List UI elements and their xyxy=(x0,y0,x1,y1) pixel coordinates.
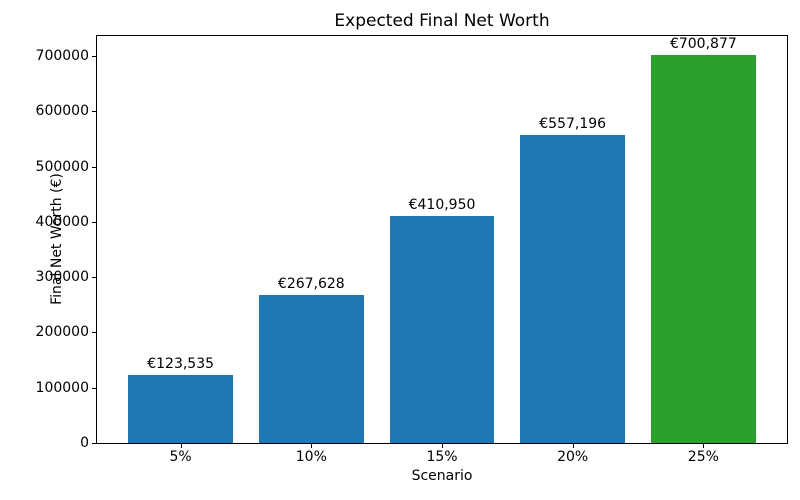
bar xyxy=(520,134,625,443)
x-tick-label: 10% xyxy=(295,449,327,465)
y-tick-mark xyxy=(92,55,96,57)
bar-value-label: €410,950 xyxy=(408,196,476,213)
y-tick-mark xyxy=(92,443,96,444)
y-tick-mark xyxy=(92,387,96,389)
x-axis-label: Scenario xyxy=(411,468,473,484)
y-tick-mark xyxy=(92,166,96,168)
bar-value-label: €123,535 xyxy=(147,355,215,372)
y-tick-label: 300000 xyxy=(35,269,89,286)
x-tick-mark xyxy=(442,444,443,448)
y-tick-mark xyxy=(92,277,96,279)
y-tick-label: 600000 xyxy=(35,103,89,120)
bar-value-label: €700,877 xyxy=(669,36,737,53)
y-axis-label: Final Net Worth (€) xyxy=(49,173,65,305)
x-tick-label: 25% xyxy=(687,449,719,465)
x-tick-label: 15% xyxy=(426,449,458,465)
x-tick-mark xyxy=(572,444,574,448)
y-tick-mark xyxy=(92,332,96,334)
bar xyxy=(389,215,495,443)
y-tick-label: 700000 xyxy=(35,47,89,64)
bar-value-label: €267,628 xyxy=(277,276,345,292)
x-tick-label: 20% xyxy=(557,449,589,465)
y-tick-label: 100000 xyxy=(35,379,89,396)
y-tick-label: 400000 xyxy=(35,213,89,230)
y-tick-mark xyxy=(92,221,96,223)
x-tick-mark xyxy=(311,444,313,448)
y-tick-label: 200000 xyxy=(35,324,89,341)
bar xyxy=(259,295,364,443)
x-tick-mark xyxy=(180,444,182,448)
bar xyxy=(128,374,233,443)
bar-value-label: €557,196 xyxy=(539,115,607,132)
bar xyxy=(651,55,756,443)
chart-title: Expected Final Net Worth xyxy=(334,11,550,31)
x-tick-label: 5% xyxy=(169,449,192,465)
y-tick-label: 0 xyxy=(80,435,89,451)
y-tick-label: 500000 xyxy=(35,158,89,175)
y-tick-mark xyxy=(92,111,96,113)
x-tick-mark xyxy=(703,444,705,448)
